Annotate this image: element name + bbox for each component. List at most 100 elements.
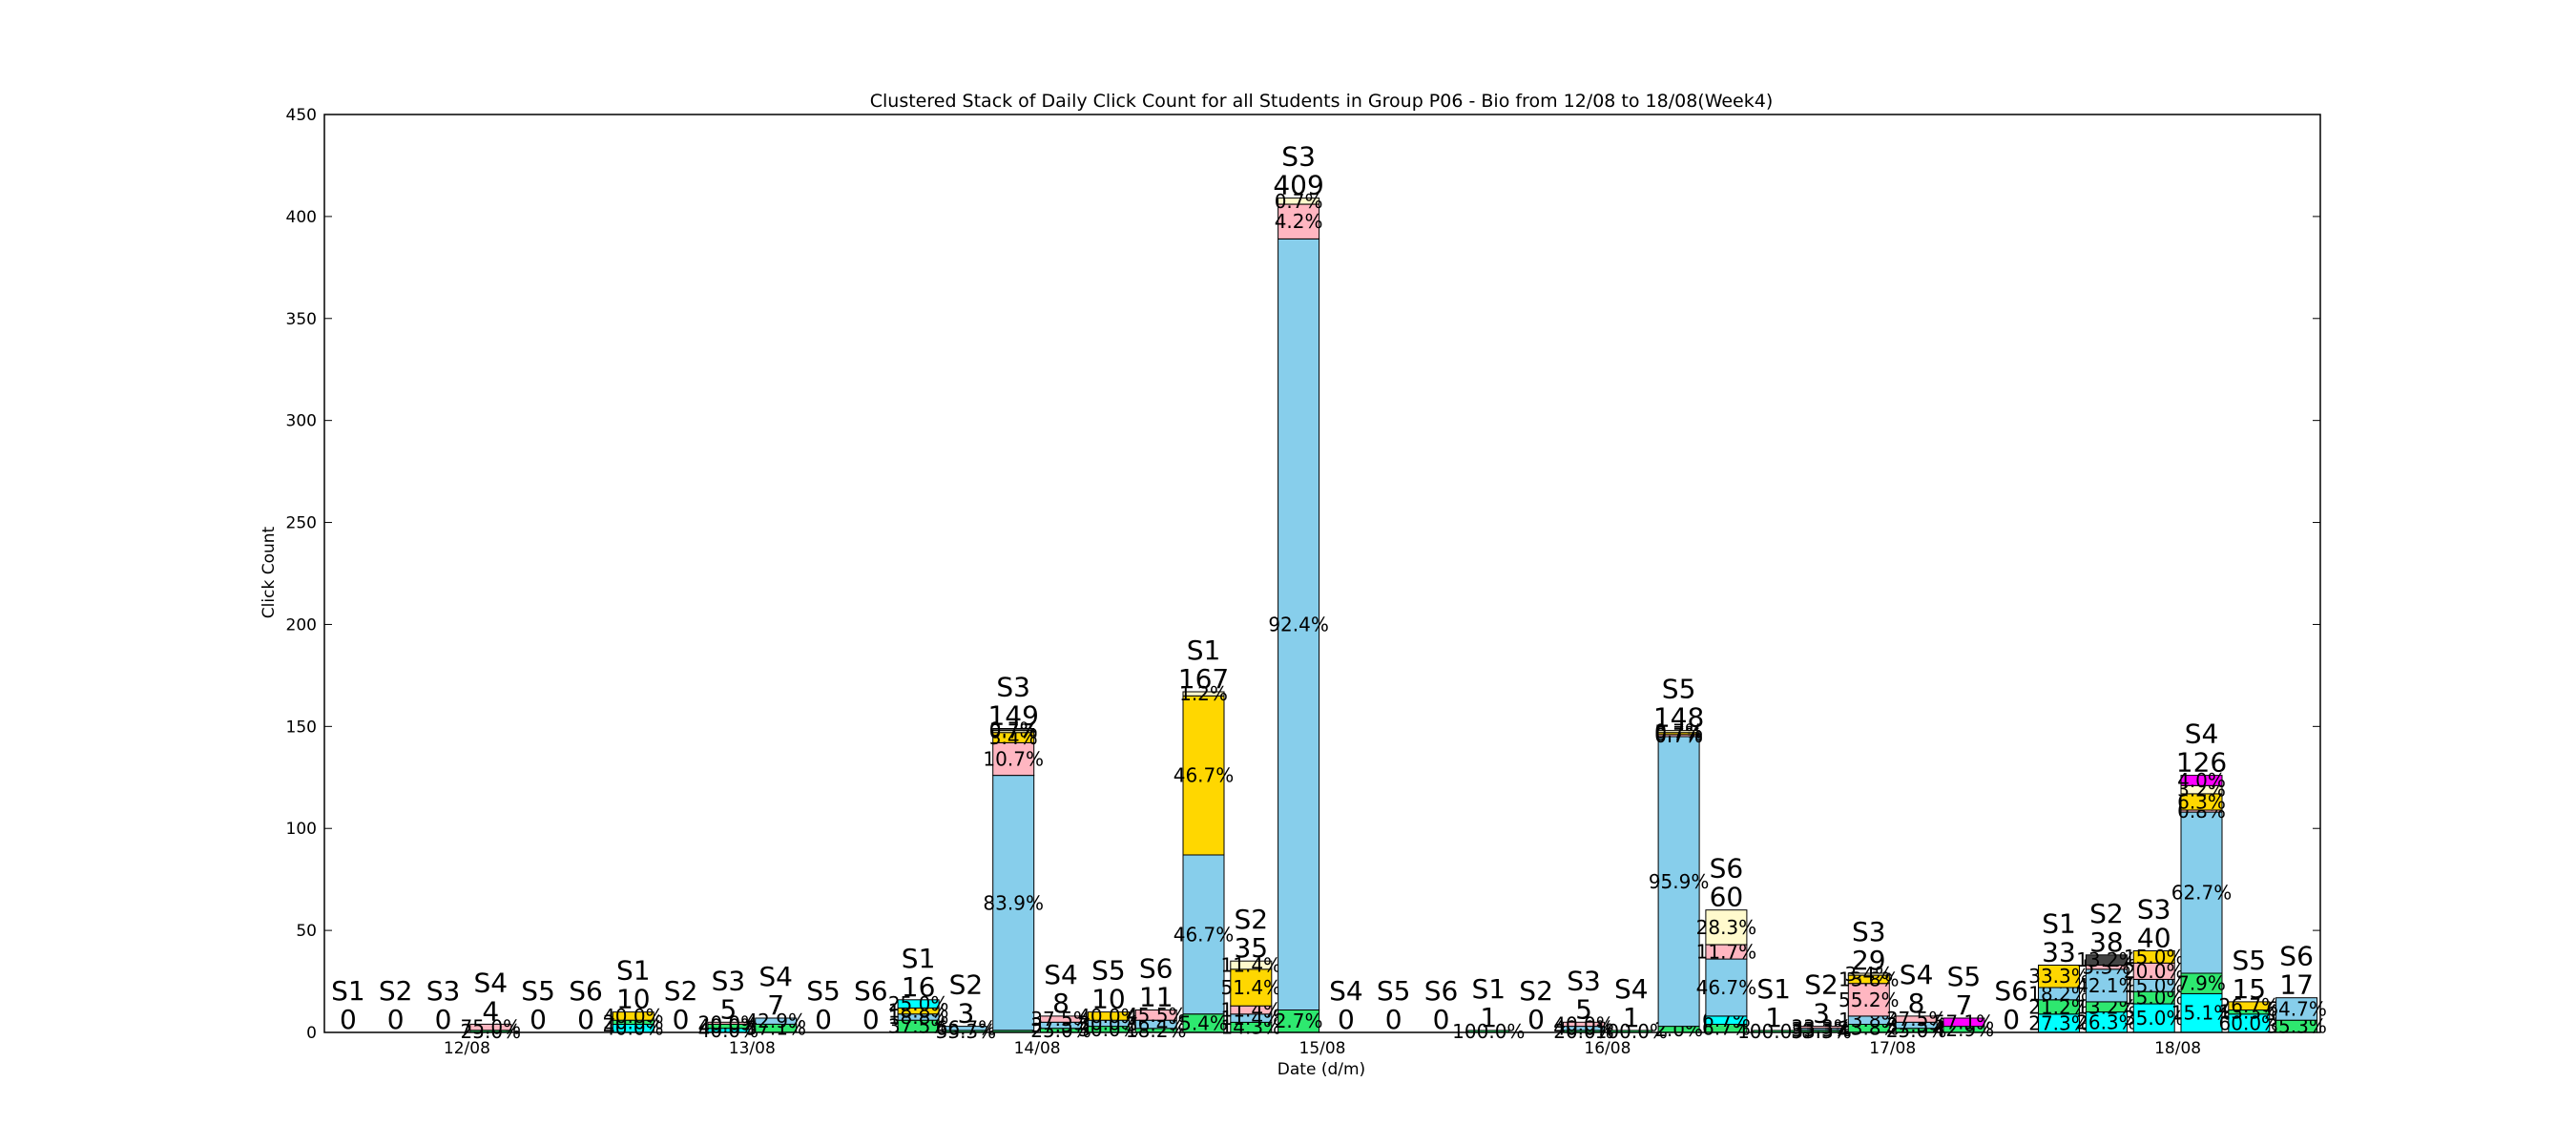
bar-segment: [2228, 1001, 2271, 1011]
bar-segment: [1278, 238, 1320, 1010]
segment-percent-label: 51.4%: [1221, 976, 1282, 999]
bar-segment: [1657, 730, 1700, 734]
bar-segment: [1895, 1015, 1938, 1023]
bar-segment: [1230, 960, 1273, 970]
bar-total-label: 5: [1575, 993, 1592, 1025]
bar-total-label: 60: [1710, 882, 1744, 913]
bar-total-label: 17: [2279, 969, 2314, 1001]
bar-student-label: S4: [758, 961, 793, 992]
bar-student-label: S6: [569, 975, 603, 1007]
segment-percent-label: 42.9%: [745, 1010, 806, 1032]
y-tick-label: 0: [306, 1024, 317, 1043]
segment-percent-label: 3.4%: [1844, 963, 1893, 986]
segment-percent-label: 57.1%: [1934, 1010, 1995, 1033]
segment-percent-label: 33.3%: [1791, 1018, 1852, 1041]
bar-total-label: 1: [1480, 1002, 1497, 1033]
bar-total-label: 409: [1273, 170, 1323, 201]
bar-total-label: 148: [1653, 702, 1704, 734]
x-tick-label: 18/08: [2154, 1039, 2201, 1058]
segment-percent-label: 100.0%: [1452, 1020, 1525, 1043]
bar-total-label: 0: [577, 1004, 594, 1035]
segment-percent-label: 46.7%: [1696, 976, 1757, 999]
bar-total-label: 11: [1139, 982, 1174, 1013]
bar-total-label: 5: [719, 993, 737, 1025]
segment-percent-label: 83.9%: [983, 891, 1044, 914]
segment-percent-label: 33.3%: [2028, 965, 2089, 988]
segment-percent-label: 92.4%: [1268, 613, 1329, 635]
bar-total-label: 0: [1385, 1004, 1402, 1035]
bar-student-label: S4: [2185, 718, 2219, 750]
bar-total-label: 126: [2176, 747, 2227, 779]
segment-percent-label: 1.2%: [1179, 682, 1228, 705]
segment-percent-label: 0.7%: [989, 720, 1038, 743]
bar-segment: [992, 728, 1035, 732]
bar-total-label: 8: [1908, 988, 1925, 1019]
segment-percent-label: 26.3%: [2076, 1010, 2137, 1033]
segment-percent-label: 37.5%: [1886, 1008, 1947, 1030]
segment-percent-label: 27.3%: [2028, 1011, 2089, 1034]
bar-total-label: 7: [1955, 989, 1972, 1021]
bar-student-label: S3: [1281, 141, 1316, 173]
bar-student-label: S6: [1424, 975, 1459, 1007]
bar-student-label: S1: [616, 955, 651, 987]
bar-segment: [2038, 965, 2080, 989]
bar-total-label: 29: [1852, 945, 1886, 976]
bar-total-label: 4: [482, 995, 499, 1027]
bar-student-label: S2: [1804, 969, 1839, 1001]
bar-student-label: S4: [1329, 975, 1363, 1007]
bar-total-label: 0: [815, 1004, 832, 1035]
segment-percent-label: 46.7%: [1174, 923, 1235, 946]
bar-total-label: 0: [673, 1004, 690, 1035]
x-axis-title: Date (d/m): [1278, 1060, 1365, 1079]
bar-total-label: 40: [2137, 923, 2171, 954]
bar-total-label: 16: [902, 971, 936, 1003]
segment-percent-label: 25.0%: [888, 992, 949, 1015]
bar-total-label: 7: [767, 989, 784, 1021]
bar-student-label: S5: [1947, 961, 1982, 992]
bar-total-label: 33: [2042, 937, 2076, 968]
bar-segment: [1278, 198, 1320, 205]
segment-percent-label: 100.0%: [1595, 1020, 1668, 1043]
segment-percent-label: 95.9%: [1649, 870, 1710, 893]
bar-total-label: 0: [387, 1004, 405, 1035]
x-tick-label: 16/08: [1584, 1039, 1631, 1058]
segment-percent-label: 45.5%: [1126, 1004, 1187, 1027]
bar-student-label: S2: [949, 969, 984, 1001]
bar-segment: [707, 1021, 750, 1025]
segment-percent-label: 0.7%: [1654, 722, 1703, 745]
x-tick-label: 13/08: [729, 1039, 776, 1058]
bar-segment: [897, 999, 940, 1009]
bar-total-label: 10: [1091, 984, 1126, 1015]
segment-percent-label: 55.2%: [1839, 989, 1900, 1011]
x-tick-label: 14/08: [1014, 1039, 1061, 1058]
bar-student-label: S6: [2279, 941, 2314, 972]
bar-total-label: 0: [530, 1004, 547, 1035]
bar-segment: [992, 741, 1035, 777]
bar-segment: [612, 1011, 654, 1021]
segment-percent-label: 28.3%: [1696, 916, 1757, 939]
x-tick-label: 17/08: [1869, 1039, 1916, 1058]
segment-percent-label: 11.4%: [1221, 954, 1282, 977]
segment-percent-label: 33.3%: [1791, 1016, 1852, 1039]
bar-student-label: S1: [1187, 635, 1221, 666]
bar-segment: [2180, 992, 2223, 1033]
bar-student-label: S2: [1235, 904, 1269, 935]
chart-title: Clustered Stack of Daily Click Count for…: [870, 91, 1774, 112]
segment-percent-label: 60.0%: [2219, 1011, 2280, 1034]
segment-percent-label: 33.3%: [936, 1020, 997, 1043]
bar-segment: [2275, 997, 2318, 1021]
x-tick-label: 12/08: [444, 1039, 490, 1058]
bar-student-label: S5: [1091, 955, 1126, 987]
bar-segment: [2180, 775, 2223, 786]
bar-segment: [2085, 968, 2128, 1003]
bar-student-label: S5: [521, 975, 555, 1007]
segment-percent-label: 13.8%: [1839, 968, 1900, 990]
bar-total-label: 0: [340, 1004, 357, 1035]
bar-student-label: S2: [1519, 975, 1553, 1007]
y-tick-label: 450: [286, 106, 317, 125]
segment-percent-label: 33.3%: [1791, 1020, 1852, 1043]
bar-segment: [945, 1026, 987, 1031]
bar-total-label: 15: [2232, 973, 2266, 1005]
bar-student-label: S3: [1567, 965, 1601, 996]
bar-student-label: S3: [996, 672, 1030, 703]
